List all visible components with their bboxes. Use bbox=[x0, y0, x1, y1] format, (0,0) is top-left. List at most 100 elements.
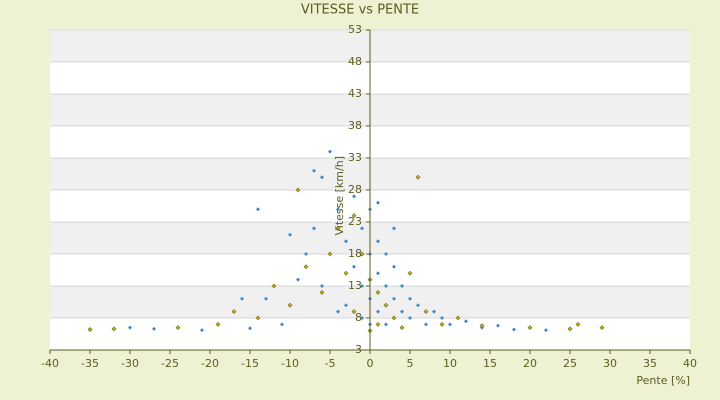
y-tick-label: 28 bbox=[348, 183, 362, 196]
x-tick-label: 0 bbox=[367, 357, 374, 370]
data-point bbox=[303, 264, 309, 270]
x-tick-label: 25 bbox=[563, 357, 577, 370]
y-tick-label: 38 bbox=[348, 119, 362, 132]
data-point bbox=[335, 225, 341, 231]
data-point bbox=[288, 232, 292, 237]
x-tick-label: -40 bbox=[41, 357, 59, 370]
data-point bbox=[440, 316, 444, 320]
data-point bbox=[479, 323, 485, 329]
data-point bbox=[496, 323, 500, 328]
data-point bbox=[320, 284, 324, 288]
data-point bbox=[351, 213, 357, 219]
y-tick-label: 23 bbox=[348, 215, 362, 228]
y-tick-label: 33 bbox=[348, 151, 362, 164]
data-point bbox=[256, 207, 260, 212]
data-point bbox=[215, 321, 221, 327]
data-point bbox=[392, 264, 396, 269]
data-point bbox=[375, 289, 381, 295]
y-tick-label: 48 bbox=[348, 55, 362, 68]
data-point bbox=[328, 149, 332, 154]
x-tick-label: -25 bbox=[161, 357, 179, 370]
data-point bbox=[392, 226, 396, 231]
y-tick-label: 13 bbox=[348, 279, 362, 292]
data-point bbox=[287, 302, 293, 308]
data-point bbox=[319, 289, 325, 295]
data-point bbox=[407, 270, 413, 276]
data-point bbox=[408, 296, 412, 301]
data-point bbox=[415, 174, 421, 180]
data-point bbox=[296, 277, 300, 282]
data-point bbox=[376, 200, 380, 205]
data-point bbox=[399, 325, 405, 331]
data-point bbox=[448, 322, 452, 327]
data-point bbox=[544, 328, 548, 333]
data-point bbox=[400, 284, 404, 288]
data-point bbox=[599, 325, 605, 331]
x-tick-label: 10 bbox=[443, 357, 457, 370]
data-point bbox=[455, 315, 461, 321]
data-point bbox=[575, 321, 581, 327]
data-point bbox=[320, 175, 324, 180]
x-tick-label: 15 bbox=[483, 357, 497, 370]
data-point bbox=[352, 194, 356, 199]
data-point bbox=[343, 270, 349, 276]
chart-title: VITESSE vs PENTE bbox=[301, 3, 419, 18]
x-tick-label: 5 bbox=[407, 357, 414, 370]
data-point bbox=[200, 328, 204, 333]
data-point bbox=[376, 239, 380, 244]
x-tick-label: -10 bbox=[281, 357, 299, 370]
data-point bbox=[344, 303, 348, 308]
data-point bbox=[312, 226, 316, 231]
y-tick-label: 53 bbox=[348, 23, 362, 36]
x-tick-label: -35 bbox=[81, 357, 99, 370]
data-point bbox=[400, 309, 404, 314]
data-point bbox=[424, 322, 428, 327]
data-point bbox=[376, 271, 380, 276]
x-axis-title: Pente [%] bbox=[636, 374, 690, 387]
data-point bbox=[391, 315, 397, 321]
data-point bbox=[351, 309, 357, 315]
data-point bbox=[439, 321, 445, 327]
data-point bbox=[360, 284, 364, 288]
data-point bbox=[87, 327, 93, 332]
data-point bbox=[408, 316, 412, 320]
x-tick-label: 20 bbox=[523, 357, 537, 370]
data-point bbox=[295, 187, 301, 193]
data-point bbox=[527, 325, 533, 331]
data-point bbox=[384, 284, 388, 288]
data-point bbox=[375, 321, 381, 327]
y-axis-title: Vitesse [km/h] bbox=[333, 156, 346, 236]
data-point bbox=[359, 251, 365, 257]
data-point bbox=[152, 326, 156, 331]
data-point bbox=[240, 296, 244, 301]
y-tick-label: 8 bbox=[355, 311, 362, 324]
data-point bbox=[128, 325, 132, 330]
data-point bbox=[376, 309, 380, 314]
x-tick-label: 40 bbox=[683, 357, 697, 370]
data-point bbox=[312, 168, 316, 173]
data-point bbox=[423, 309, 429, 315]
data-point bbox=[264, 296, 268, 301]
data-point bbox=[512, 327, 516, 332]
data-point bbox=[384, 322, 388, 327]
data-point bbox=[416, 303, 420, 308]
x-tick-label: -15 bbox=[241, 357, 259, 370]
data-point bbox=[248, 326, 252, 331]
data-point bbox=[175, 325, 181, 331]
data-point bbox=[231, 309, 237, 315]
data-point bbox=[567, 326, 573, 332]
data-point bbox=[336, 207, 340, 212]
y-tick-label: 18 bbox=[348, 247, 362, 260]
data-point bbox=[327, 251, 333, 257]
data-point bbox=[344, 239, 348, 244]
x-tick-label: -20 bbox=[201, 357, 219, 370]
data-point bbox=[280, 322, 284, 327]
data-point bbox=[271, 283, 277, 289]
data-point bbox=[383, 302, 389, 308]
data-point bbox=[432, 309, 436, 314]
data-point bbox=[392, 296, 396, 301]
x-tick-label: -5 bbox=[325, 357, 336, 370]
data-point bbox=[304, 252, 308, 256]
data-point bbox=[255, 315, 261, 321]
